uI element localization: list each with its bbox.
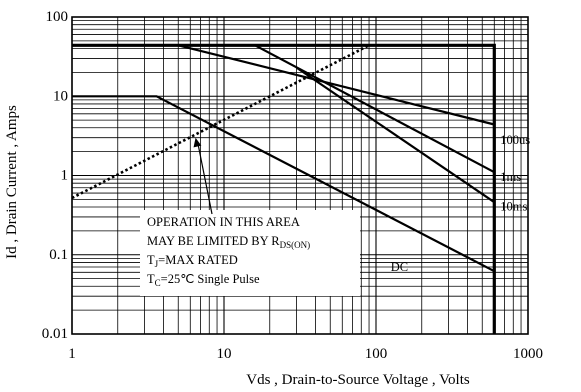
x-tick-label: 100 [365, 346, 388, 362]
y-tick-label: 0.01 [42, 326, 68, 342]
curve-labels: 100us 1ms 10ms DC [391, 133, 531, 274]
max-limit-line [72, 43, 496, 334]
tick-labels: 1 10 100 1000 0.01 0.1 1 10 100 [42, 9, 543, 362]
series-line-dc [72, 95, 495, 273]
curve-label-100us: 100us [500, 133, 530, 147]
annotation-line: TC=25℃ Single Pulse [147, 272, 260, 288]
x-axis-title: Vds , Drain-to-Source Voltage , Volts [246, 372, 470, 388]
x-tick-label: 10 [217, 346, 232, 362]
annotation-line: MAY BE LIMITED BY RDS(ON) [147, 234, 310, 250]
curve-label-1ms: 1ms [500, 170, 521, 184]
series-group [71, 43, 496, 334]
series-line-100us [177, 44, 495, 126]
y-tick-label: 0.1 [49, 247, 68, 263]
y-tick-label: 1 [61, 168, 69, 184]
annotation-box [140, 210, 360, 296]
y-axis-title: Id , Drain Current , Amps [4, 105, 20, 259]
annotation-line: TJ=MAX RATED [147, 253, 238, 269]
series-line-10ms [295, 66, 495, 204]
y-tick-label: 10 [53, 88, 68, 104]
rdson-limit-line [71, 44, 370, 200]
plot-border [71, 16, 529, 335]
series-line-1ms [254, 44, 495, 174]
x-tick-label: 1 [68, 346, 76, 362]
annotation-arrow-head [193, 137, 202, 148]
curve-label-dc: DC [391, 260, 408, 274]
x-tick-label: 1000 [513, 346, 543, 362]
annotation-group: OPERATION IN THIS AREA MAY BE LIMITED BY … [140, 137, 360, 296]
annotation-line: OPERATION IN THIS AREA [147, 215, 300, 229]
curve-label-10ms: 10ms [500, 200, 527, 214]
y-tick-label: 100 [46, 9, 69, 25]
plot-frame [71, 16, 529, 335]
annotation-arrow-line [196, 141, 213, 215]
